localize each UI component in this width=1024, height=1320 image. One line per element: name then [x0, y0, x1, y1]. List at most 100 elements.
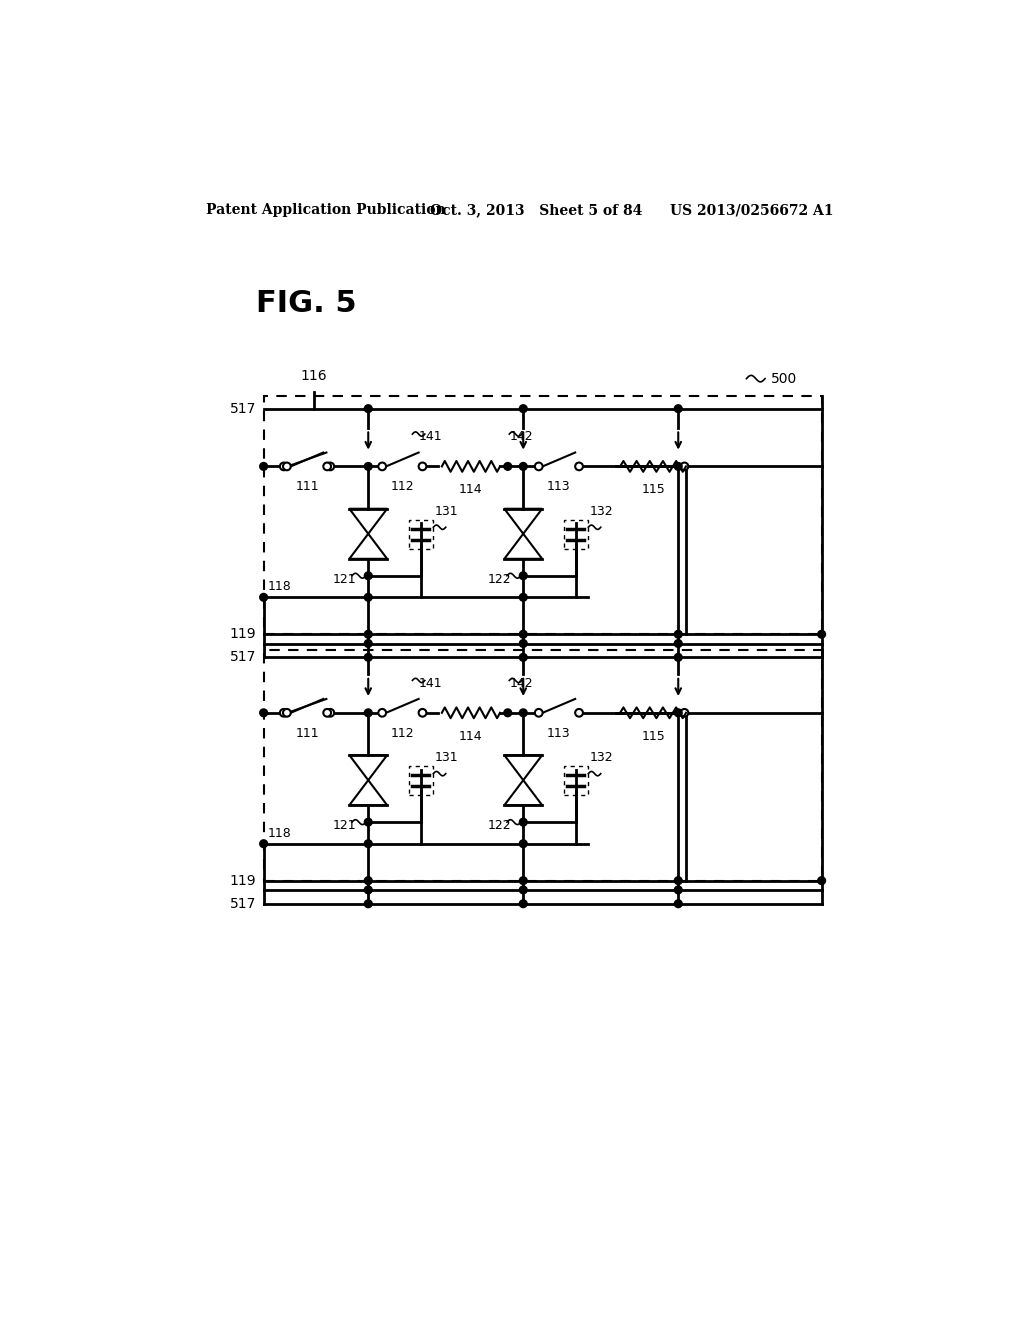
Text: 119: 119	[229, 627, 256, 642]
Circle shape	[283, 462, 291, 470]
Text: 122: 122	[488, 573, 512, 586]
Circle shape	[675, 631, 682, 638]
Circle shape	[504, 462, 512, 470]
Circle shape	[365, 405, 372, 413]
Text: US 2013/0256672 A1: US 2013/0256672 A1	[671, 203, 834, 216]
Circle shape	[519, 876, 527, 884]
Bar	[564, 766, 588, 795]
Text: 113: 113	[547, 726, 570, 739]
Bar	[410, 766, 432, 795]
Circle shape	[681, 462, 688, 470]
Circle shape	[419, 709, 426, 717]
Text: 113: 113	[547, 480, 570, 494]
Text: 517: 517	[229, 896, 256, 911]
Circle shape	[681, 709, 688, 717]
Circle shape	[365, 886, 372, 894]
Circle shape	[675, 900, 682, 908]
Text: 116: 116	[301, 370, 328, 383]
Circle shape	[365, 900, 372, 908]
Text: 119: 119	[229, 874, 256, 887]
Circle shape	[675, 886, 682, 894]
Circle shape	[575, 709, 583, 717]
Circle shape	[365, 631, 372, 638]
Circle shape	[519, 594, 527, 601]
Circle shape	[519, 840, 527, 847]
Bar	[263, 649, 821, 880]
Circle shape	[365, 709, 372, 717]
Text: 132: 132	[590, 751, 613, 764]
Circle shape	[519, 631, 527, 638]
Circle shape	[378, 709, 386, 717]
Circle shape	[675, 653, 682, 661]
Circle shape	[365, 876, 372, 884]
Text: 131: 131	[435, 506, 459, 517]
Text: 142: 142	[510, 430, 534, 444]
Circle shape	[818, 876, 825, 884]
Text: 122: 122	[488, 818, 512, 832]
Circle shape	[280, 462, 288, 470]
Circle shape	[675, 640, 682, 647]
Text: 114: 114	[459, 483, 482, 496]
Circle shape	[324, 709, 331, 717]
Circle shape	[419, 462, 426, 470]
Circle shape	[675, 709, 682, 717]
Circle shape	[260, 840, 267, 847]
Circle shape	[818, 631, 825, 638]
Circle shape	[365, 840, 372, 847]
Circle shape	[675, 876, 682, 884]
Circle shape	[365, 594, 372, 601]
Circle shape	[519, 640, 527, 647]
Circle shape	[519, 900, 527, 908]
Text: FIG. 5: FIG. 5	[256, 289, 356, 318]
Circle shape	[365, 818, 372, 826]
Text: 118: 118	[267, 826, 291, 840]
Text: 142: 142	[510, 677, 534, 689]
Bar	[410, 520, 432, 549]
Text: 112: 112	[390, 480, 414, 494]
Text: Patent Application Publication: Patent Application Publication	[206, 203, 445, 216]
Circle shape	[324, 462, 331, 470]
Text: 517: 517	[229, 401, 256, 416]
Text: 141: 141	[419, 677, 442, 689]
Text: 115: 115	[641, 483, 665, 496]
Circle shape	[260, 594, 267, 601]
Text: 111: 111	[295, 480, 318, 494]
Text: 132: 132	[590, 506, 613, 517]
Circle shape	[519, 653, 527, 661]
Circle shape	[327, 462, 334, 470]
Circle shape	[675, 462, 682, 470]
Circle shape	[260, 462, 267, 470]
Bar	[263, 396, 821, 635]
Text: 112: 112	[390, 726, 414, 739]
Circle shape	[365, 462, 372, 470]
Text: 141: 141	[419, 430, 442, 444]
Circle shape	[365, 572, 372, 579]
Circle shape	[519, 462, 527, 470]
Text: 114: 114	[459, 730, 482, 743]
Circle shape	[365, 640, 372, 647]
Circle shape	[519, 709, 527, 717]
Text: 118: 118	[267, 581, 291, 594]
Circle shape	[504, 709, 512, 717]
Circle shape	[575, 462, 583, 470]
Circle shape	[378, 462, 386, 470]
Text: 121: 121	[333, 818, 356, 832]
Text: 500: 500	[771, 372, 798, 387]
Circle shape	[283, 709, 291, 717]
Circle shape	[535, 462, 543, 470]
Circle shape	[519, 886, 527, 894]
Circle shape	[260, 709, 267, 717]
Circle shape	[519, 572, 527, 579]
Circle shape	[519, 405, 527, 413]
Bar	[564, 520, 588, 549]
Circle shape	[675, 405, 682, 413]
Circle shape	[280, 709, 288, 717]
Text: 115: 115	[641, 730, 665, 743]
Text: 517: 517	[229, 651, 256, 664]
Text: 121: 121	[333, 573, 356, 586]
Text: Oct. 3, 2013   Sheet 5 of 84: Oct. 3, 2013 Sheet 5 of 84	[430, 203, 643, 216]
Circle shape	[519, 818, 527, 826]
Circle shape	[365, 653, 372, 661]
Circle shape	[535, 709, 543, 717]
Text: 111: 111	[295, 726, 318, 739]
